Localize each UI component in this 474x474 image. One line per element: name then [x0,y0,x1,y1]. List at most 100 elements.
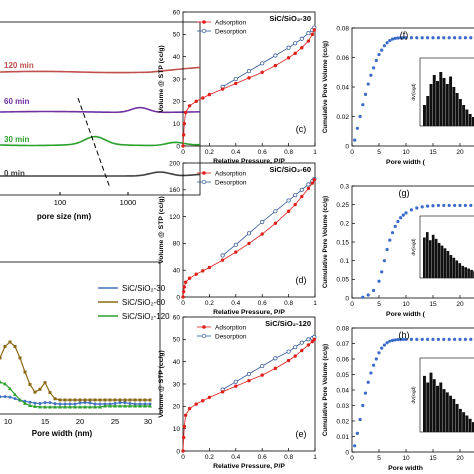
cumulative-point [420,205,424,209]
poresize-ylabel: Cumulative Pore Volume (cc/g) [322,344,329,436]
cumulative-point [453,36,457,40]
y-tick-label: 10 [173,121,181,128]
psd-point [43,381,47,385]
curve-2 [0,135,201,147]
psd-point [48,391,52,395]
psd-point [103,398,107,402]
psd-point [28,400,32,404]
cumulative-point [396,36,400,40]
adsorption-point [286,358,291,363]
cumulative-point [469,203,473,208]
cumulative-point [401,337,405,341]
psd-point [128,402,132,406]
cumulative-point [409,208,413,212]
psd-line-1 [0,341,150,401]
psd-point [123,404,127,408]
cumulative-point [436,36,440,40]
x-tick: 15 [41,417,49,426]
desorption-point [293,345,298,350]
inset-bar [471,422,474,432]
psd-point [93,405,97,409]
cumulative-point [453,337,457,341]
psd-point [88,405,92,409]
psd-point [133,404,137,408]
cumulative-point [380,346,384,350]
y-tick-label: 10 [173,426,181,433]
psd-point [128,404,132,408]
adsorption-point [310,339,315,344]
x-tick-label: 10 [402,149,410,156]
inset-bar [455,260,459,278]
adsorption-point [181,435,186,440]
cumulative-point [463,203,467,208]
poresize-panel-0: 0 5 10 15 20 0 0.02 0.04 0.06 0.08 Pore width (Cum… [322,25,474,166]
y-tick-label: 30 [173,76,181,83]
desorption-point [233,242,238,247]
curve-label-0: 120 min [4,61,34,70]
inset-bar [471,117,474,126]
cumulative-point [353,444,357,448]
psd-point [123,401,127,405]
y-tick-label: 0.07 [336,341,349,348]
adsorption-point [260,232,264,236]
cumulative-point [361,103,365,107]
cumulative-point [458,203,462,208]
cumulative-point [390,338,395,342]
cumulative-point [463,337,467,341]
adsorption-point [201,96,205,100]
cumulative-point [380,48,384,52]
x-tick-label: 0.2 [205,454,214,461]
inset-bar [443,248,447,278]
psd-point [58,398,62,402]
x-tick-label: 1 [313,300,317,307]
y-tick-label: 80 [173,241,181,248]
y-tick-label: 0.04 [336,387,349,394]
adsorption-point [201,269,205,273]
legend-label-0: SiC/SiO₂-30 [122,284,166,293]
y-tick-label: 0.05 [336,277,349,284]
adsorption-point [220,258,225,262]
psd-point [73,405,77,409]
psd-point [8,340,12,344]
x-tick-label: 0.2 [205,149,214,156]
curve-label-3: 0 min [4,169,25,178]
cumulative-point [393,338,397,342]
curve-3 [0,171,201,177]
inset-ylabel: dV(logd) [411,238,416,256]
x-tick-label: 0.8 [284,454,293,461]
cumulative-point [366,380,370,384]
cumulative-point [385,41,389,45]
poresize-xlabel: Pore width ( [386,159,426,166]
y-tick-label: 0.03 [336,403,349,410]
adsorption-point [234,250,238,254]
inset-bar [425,232,429,278]
cumulative-point [363,92,368,96]
y-tick-label: 0 [345,295,349,302]
legend-desorption: Desorption [215,180,247,187]
y-tick-label: 30 [173,381,181,388]
inset-bar [465,415,469,432]
psd-point [53,402,57,406]
y-tick-label: 0 [176,294,180,301]
cumulative-point [361,403,365,408]
x-tick: 30 [144,417,152,426]
y-tick-label: 0.01 [336,434,349,441]
inset-bar [445,392,449,432]
iso-xlabel: Relative Pressure, P/P [213,463,285,470]
cumulative-point [353,138,357,142]
desorption-point [233,379,238,384]
iso-xlabel: Relative Pressure, P/P [213,158,285,165]
psd-point [0,395,2,399]
adsorption-point [234,384,238,388]
adsorption-point [310,181,315,185]
desorption-point [286,349,291,354]
cumulative-point [374,58,378,63]
adsorption-point [181,133,186,137]
adsorption-point [187,276,192,280]
adsorption-point [181,144,185,148]
adsorption-point [207,265,212,270]
psd-point [118,398,122,402]
inset-bar [437,242,441,278]
psd-point [23,401,27,405]
psd-point [13,397,17,401]
